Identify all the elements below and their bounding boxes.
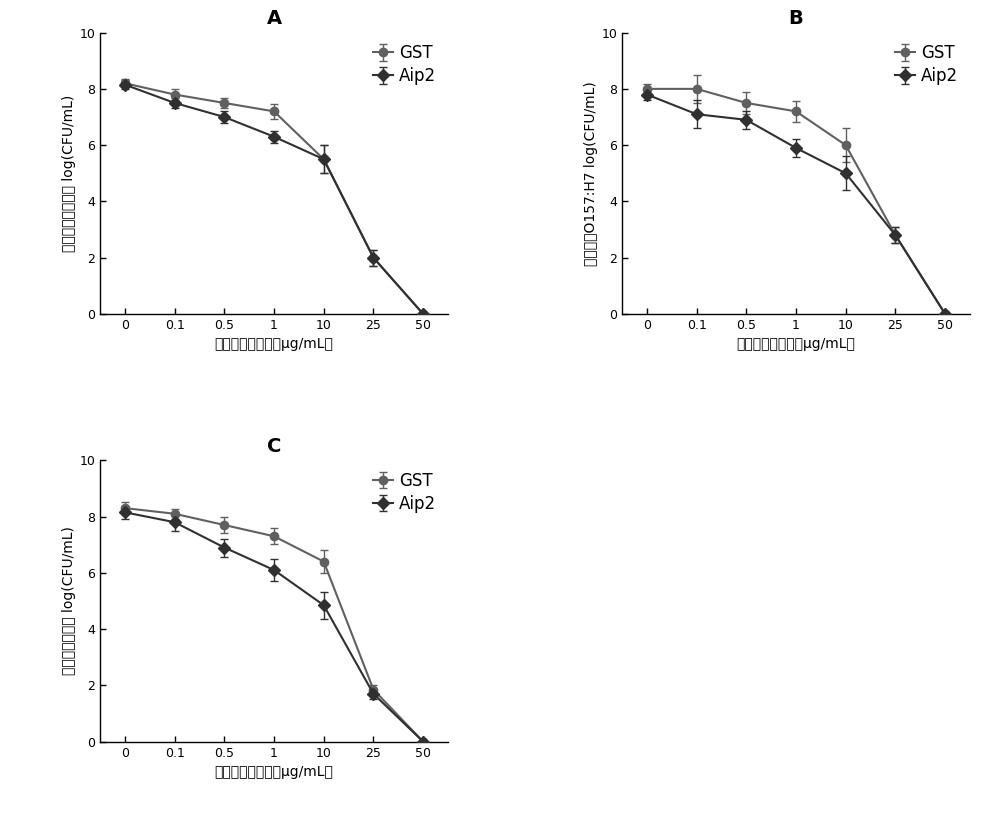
- Title: C: C: [267, 437, 281, 456]
- Legend: GST, Aip2: GST, Aip2: [369, 469, 440, 516]
- Legend: GST, Aip2: GST, Aip2: [891, 41, 962, 89]
- X-axis label: 氪芯青霉素浓度（μg/mL）: 氪芯青霉素浓度（μg/mL）: [215, 765, 333, 779]
- X-axis label: 氪芯青霉素浓度（μg/mL）: 氪芯青霉素浓度（μg/mL）: [737, 337, 855, 351]
- Title: A: A: [266, 9, 282, 29]
- Title: B: B: [789, 9, 803, 29]
- Y-axis label: 鼠伤寒沙门氏菌 log(CFU/mL): 鼠伤寒沙门氏菌 log(CFU/mL): [62, 526, 76, 676]
- Y-axis label: 大肠杆菌O157:H7 log(CFU/mL): 大肠杆菌O157:H7 log(CFU/mL): [584, 81, 598, 266]
- Legend: GST, Aip2: GST, Aip2: [369, 41, 440, 89]
- X-axis label: 氪芯青霉素浓度（μg/mL）: 氪芯青霉素浓度（μg/mL）: [215, 337, 333, 351]
- Y-axis label: 单核增生李斯特菌 log(CFU/mL): 单核增生李斯特菌 log(CFU/mL): [62, 95, 76, 252]
